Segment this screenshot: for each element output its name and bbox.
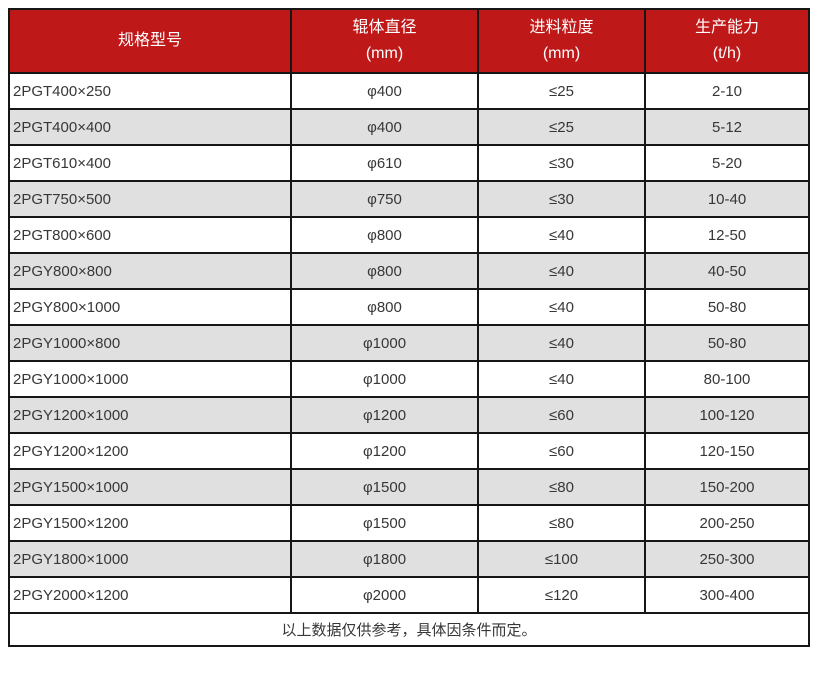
col-header-roller-diameter-label: 辊体直径 (352, 19, 417, 36)
cell-roller-diameter: φ1200 (290, 432, 479, 470)
cell-roller-diameter: φ1200 (290, 396, 479, 434)
cell-roller-diameter: φ1500 (290, 468, 479, 506)
col-header-feed-size-unit: (mm) (542, 45, 581, 62)
cell-model: 2PGY1800×1000 (8, 540, 292, 578)
cell-capacity: 2-10 (644, 72, 810, 110)
cell-model: 2PGY1500×1200 (8, 504, 292, 542)
footer-row: 以上数据仅供参考，具体因条件而定。 (8, 612, 810, 647)
cell-roller-diameter: φ2000 (290, 576, 479, 614)
cell-model: 2PGY800×1000 (8, 288, 292, 326)
cell-capacity: 200-250 (644, 504, 810, 542)
table-row: 2PGT750×500 φ750 ≤30 10-40 (8, 180, 810, 218)
cell-model: 2PGY1000×1000 (8, 360, 292, 398)
col-header-capacity-unit: (t/h) (712, 45, 742, 62)
cell-feed-size: ≤80 (477, 468, 646, 506)
cell-capacity: 50-80 (644, 324, 810, 362)
cell-capacity: 50-80 (644, 288, 810, 326)
col-header-model-label: 规格型号 (117, 32, 182, 49)
cell-feed-size: ≤25 (477, 72, 646, 110)
cell-feed-size: ≤60 (477, 432, 646, 470)
table-row: 2PGY1000×800 φ1000 ≤40 50-80 (8, 324, 810, 362)
cell-capacity: 12-50 (644, 216, 810, 254)
table-row: 2PGY800×800 φ800 ≤40 40-50 (8, 252, 810, 290)
cell-model: 2PGT400×400 (8, 108, 292, 146)
cell-feed-size: ≤40 (477, 216, 646, 254)
cell-model: 2PGT610×400 (8, 144, 292, 182)
cell-feed-size: ≤30 (477, 144, 646, 182)
table-row: 2PGY1000×1000 φ1000 ≤40 80-100 (8, 360, 810, 398)
table-row: 2PGY1200×1000 φ1200 ≤60 100-120 (8, 396, 810, 434)
cell-feed-size: ≤40 (477, 288, 646, 326)
cell-capacity: 40-50 (644, 252, 810, 290)
cell-capacity: 100-120 (644, 396, 810, 434)
table-row: 2PGT610×400 φ610 ≤30 5-20 (8, 144, 810, 182)
cell-model: 2PGY1200×1200 (8, 432, 292, 470)
cell-feed-size: ≤80 (477, 504, 646, 542)
cell-feed-size: ≤120 (477, 576, 646, 614)
table-row: 2PGT400×400 φ400 ≤25 5-12 (8, 108, 810, 146)
cell-capacity: 10-40 (644, 180, 810, 218)
col-header-roller-diameter-unit: (mm) (365, 45, 404, 62)
table-body: 2PGT400×250 φ400 ≤25 2-10 2PGT400×400 φ4… (8, 72, 810, 614)
cell-model: 2PGY2000×1200 (8, 576, 292, 614)
spec-table: 规格型号 辊体直径 (mm) 进料粒度 (mm) 生产能力 (t/h) 2PGT… (8, 8, 810, 647)
table-row: 2PGY1500×1000 φ1500 ≤80 150-200 (8, 468, 810, 506)
col-header-model: 规格型号 (8, 8, 292, 74)
cell-roller-diameter: φ800 (290, 252, 479, 290)
cell-model: 2PGY1000×800 (8, 324, 292, 362)
col-header-feed-size-label: 进料粒度 (529, 19, 594, 36)
cell-roller-diameter: φ400 (290, 108, 479, 146)
cell-model: 2PGT800×600 (8, 216, 292, 254)
cell-capacity: 120-150 (644, 432, 810, 470)
col-header-capacity: 生产能力 (t/h) (644, 8, 810, 74)
cell-model: 2PGT750×500 (8, 180, 292, 218)
cell-roller-diameter: φ610 (290, 144, 479, 182)
cell-model: 2PGY1200×1000 (8, 396, 292, 434)
cell-capacity: 5-12 (644, 108, 810, 146)
cell-feed-size: ≤60 (477, 396, 646, 434)
cell-roller-diameter: φ1800 (290, 540, 479, 578)
cell-roller-diameter: φ1000 (290, 360, 479, 398)
cell-model: 2PGY1500×1000 (8, 468, 292, 506)
cell-roller-diameter: φ750 (290, 180, 479, 218)
cell-model: 2PGT400×250 (8, 72, 292, 110)
cell-roller-diameter: φ800 (290, 216, 479, 254)
table-row: 2PGY1200×1200 φ1200 ≤60 120-150 (8, 432, 810, 470)
cell-model: 2PGY800×800 (8, 252, 292, 290)
cell-capacity: 5-20 (644, 144, 810, 182)
col-header-feed-size: 进料粒度 (mm) (477, 8, 646, 74)
cell-capacity: 250-300 (644, 540, 810, 578)
cell-capacity: 150-200 (644, 468, 810, 506)
cell-feed-size: ≤30 (477, 180, 646, 218)
table-row: 2PGY1500×1200 φ1500 ≤80 200-250 (8, 504, 810, 542)
cell-capacity: 80-100 (644, 360, 810, 398)
table-row: 2PGY800×1000 φ800 ≤40 50-80 (8, 288, 810, 326)
cell-capacity: 300-400 (644, 576, 810, 614)
cell-roller-diameter: φ800 (290, 288, 479, 326)
cell-feed-size: ≤40 (477, 252, 646, 290)
col-header-capacity-label: 生产能力 (694, 19, 759, 36)
table-row: 2PGY1800×1000 φ1800 ≤100 250-300 (8, 540, 810, 578)
cell-feed-size: ≤100 (477, 540, 646, 578)
cell-roller-diameter: φ1000 (290, 324, 479, 362)
cell-roller-diameter: φ400 (290, 72, 479, 110)
col-header-roller-diameter: 辊体直径 (mm) (290, 8, 479, 74)
cell-feed-size: ≤25 (477, 108, 646, 146)
footer-note: 以上数据仅供参考，具体因条件而定。 (8, 612, 810, 647)
cell-feed-size: ≤40 (477, 324, 646, 362)
table-row: 2PGY2000×1200 φ2000 ≤120 300-400 (8, 576, 810, 614)
cell-roller-diameter: φ1500 (290, 504, 479, 542)
table-row: 2PGT800×600 φ800 ≤40 12-50 (8, 216, 810, 254)
cell-feed-size: ≤40 (477, 360, 646, 398)
table-row: 2PGT400×250 φ400 ≤25 2-10 (8, 72, 810, 110)
header-row: 规格型号 辊体直径 (mm) 进料粒度 (mm) 生产能力 (t/h) (8, 8, 810, 74)
